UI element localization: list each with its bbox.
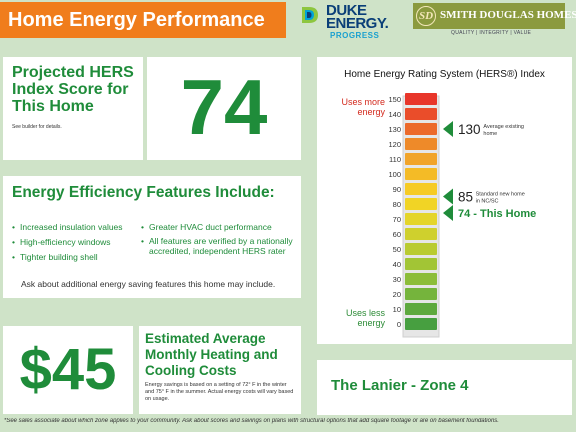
hers-scale-tick-label: 120 bbox=[388, 140, 401, 149]
hers-index-panel: Home Energy Rating System (HERS®) Index … bbox=[317, 57, 572, 344]
builder-name: SMITH DOUGLAS HOMES bbox=[440, 9, 576, 21]
plan-name: The Lanier - Zone 4 bbox=[331, 377, 469, 394]
hers-scale-tick-label: 130 bbox=[388, 125, 401, 134]
hers-scale-bar bbox=[405, 288, 437, 300]
plan-panel: The Lanier - Zone 4 bbox=[317, 360, 572, 415]
features-panel: Energy Efficiency Features Include: Incr… bbox=[3, 176, 301, 298]
hers-scale-tick-label: 30 bbox=[393, 275, 401, 284]
hers-scale-bar bbox=[405, 228, 437, 240]
smith-douglas-logo: SD SMITH DOUGLAS HOMES bbox=[413, 3, 576, 29]
features-ask-text: Ask about additional energy saving featu… bbox=[21, 279, 276, 289]
hers-marker-label: Average existing bbox=[483, 124, 524, 130]
hers-scale-tick-label: 10 bbox=[393, 305, 401, 314]
hers-marker-label: home bbox=[483, 131, 497, 137]
feature-item: All features are verified by a nationall… bbox=[141, 236, 299, 256]
hers-scale-bar bbox=[405, 198, 437, 210]
builder-tagline: QUALITY | INTEGRITY | VALUE bbox=[451, 30, 532, 36]
hers-scale-tick-label: 0 bbox=[397, 320, 401, 329]
monthly-cost-note: Energy savings is based on a setting of … bbox=[145, 382, 294, 402]
hers-score-heading: Projected HERS Index Score for This Home bbox=[12, 64, 134, 115]
hers-marker-label: Standard new home bbox=[476, 192, 525, 198]
duke-energy-mark-icon bbox=[302, 7, 318, 23]
hers-scale-bar bbox=[405, 123, 437, 135]
smith-douglas-emblem-icon: SD bbox=[416, 6, 436, 26]
hers-scale-bar bbox=[405, 183, 437, 195]
hers-index-chart: 1501401301201101009080706050403020100130… bbox=[388, 93, 536, 338]
feature-item: Greater HVAC duct performance bbox=[141, 222, 299, 232]
hers-scale-bar bbox=[405, 303, 437, 315]
footnote: *See sales associate about which zone ap… bbox=[4, 418, 499, 424]
duke-energy-progress-label: PROGRESS bbox=[330, 31, 380, 40]
monthly-cost-value-panel: $45 bbox=[3, 326, 133, 414]
features-list-right: Greater HVAC duct performance All featur… bbox=[141, 222, 299, 260]
hers-scale-bar bbox=[405, 138, 437, 150]
hers-scale-bar bbox=[405, 108, 437, 120]
uses-less-energy-label: Uses less energy bbox=[345, 308, 385, 328]
hers-scale-tick-label: 20 bbox=[393, 290, 401, 299]
hers-scale-tick-label: 60 bbox=[393, 230, 401, 239]
hers-score-value: 74 bbox=[180, 63, 268, 151]
hers-scale-tick-label: 150 bbox=[388, 95, 401, 104]
hers-scale-bar bbox=[405, 153, 437, 165]
hers-scale-bar bbox=[405, 273, 437, 285]
hers-scale-tick-label: 70 bbox=[393, 215, 401, 224]
hers-scale-tick-label: 90 bbox=[393, 185, 401, 194]
hers-scale-tick-label: 80 bbox=[393, 200, 401, 209]
hers-marker-arrow-icon bbox=[443, 188, 453, 205]
hers-scale-bar bbox=[405, 213, 437, 225]
monthly-cost-value: $45 bbox=[19, 337, 117, 402]
monthly-cost-heading: Estimated Average Monthly Heating and Co… bbox=[145, 331, 278, 378]
hers-marker-label: in NC/SC bbox=[476, 199, 499, 205]
hers-scale-tick-label: 50 bbox=[393, 245, 401, 254]
duke-energy-name-line2: ENERGY. bbox=[326, 15, 389, 32]
hers-marker-label: 74 - This Home bbox=[458, 208, 536, 220]
features-heading: Energy Efficiency Features Include: bbox=[12, 184, 275, 201]
hers-scale-bar bbox=[405, 258, 437, 270]
hers-marker-number: 85 bbox=[458, 190, 473, 205]
hers-scale-bar bbox=[405, 243, 437, 255]
hers-score-label-panel: Projected HERS Index Score for This Home… bbox=[3, 57, 143, 160]
hers-score-value-panel: 74 bbox=[147, 57, 301, 160]
hers-scale-tick-label: 110 bbox=[389, 155, 401, 164]
features-list-left: Increased insulation values High-efficie… bbox=[12, 222, 144, 267]
feature-item: Increased insulation values bbox=[12, 222, 144, 232]
hers-scale-tick-label: 140 bbox=[388, 110, 401, 119]
duke-energy-name-line1: DUKE bbox=[326, 2, 367, 19]
hers-index-title: Home Energy Rating System (HERS®) Index bbox=[344, 69, 545, 80]
hers-scale-tick-label: 40 bbox=[393, 260, 401, 269]
hers-marker-arrow-icon bbox=[443, 205, 453, 221]
hers-marker-number: 130 bbox=[458, 122, 481, 137]
hers-scale-bar bbox=[405, 168, 437, 180]
hers-scale-bar bbox=[405, 93, 437, 105]
hers-score-note: See builder for details. bbox=[12, 124, 62, 130]
page-title: Home Energy Performance bbox=[0, 2, 286, 38]
feature-item: Tighter building shell bbox=[12, 252, 144, 262]
duke-energy-logo: DUKE ENERGY. PROGRESS bbox=[299, 2, 399, 42]
hers-scale-bar bbox=[405, 318, 437, 330]
uses-more-energy-label: Uses more energy bbox=[341, 97, 385, 117]
feature-item: High-efficiency windows bbox=[12, 237, 144, 247]
hers-marker-arrow-icon bbox=[443, 121, 453, 137]
hers-scale-tick-label: 100 bbox=[388, 170, 401, 179]
monthly-cost-label-panel: Estimated Average Monthly Heating and Co… bbox=[139, 326, 301, 414]
